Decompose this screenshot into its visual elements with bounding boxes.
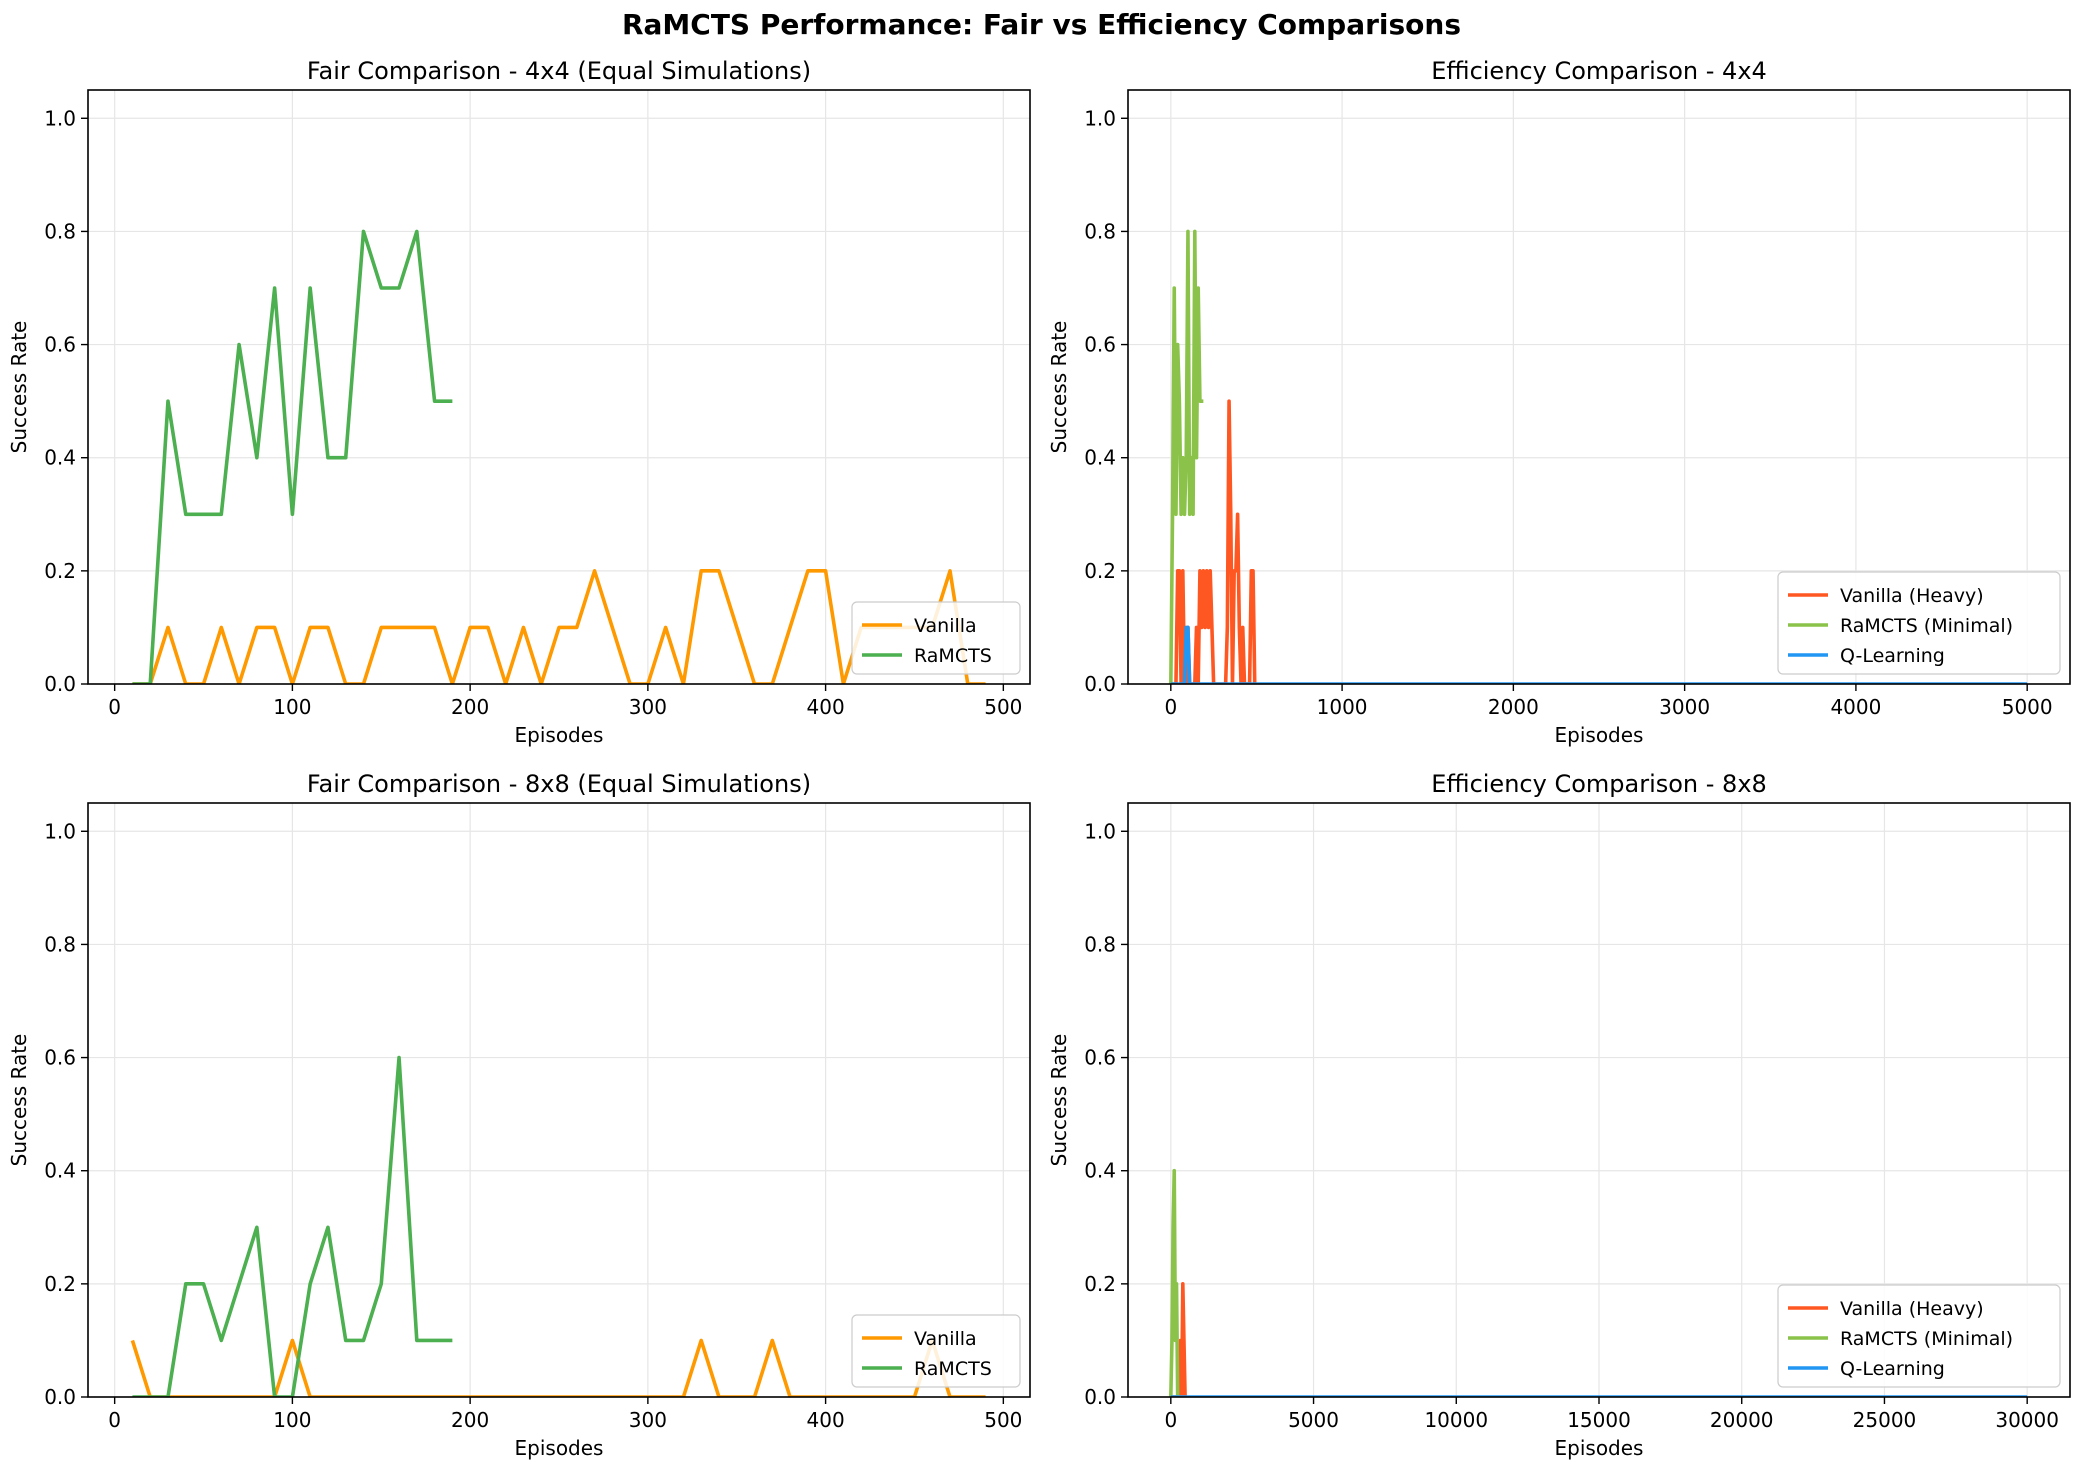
- legend: Vanilla (Heavy) RaMCTS (Minimal) Q-Learnin…: [1777, 1284, 2061, 1388]
- legend-label: Vanilla: [914, 1328, 977, 1350]
- x-tick-label: 500: [984, 1408, 1022, 1432]
- y-tick-label: 0.0: [44, 1385, 76, 1409]
- x-tick-label: 500: [984, 695, 1022, 719]
- y-tick-label: 0.2: [1084, 1272, 1116, 1296]
- x-tick-label: 1000: [1317, 695, 1368, 719]
- legend-label: Q-Learning: [1840, 1358, 1945, 1380]
- legend-label: RaMCTS: [914, 1358, 992, 1380]
- axes-frame: [87, 802, 1031, 1398]
- series-line-2: [1169, 229, 1204, 684]
- legend: Vanilla RaMCTS: [851, 601, 1021, 675]
- legend-label: RaMCTS (Minimal): [1840, 615, 2013, 637]
- series-line-2: [132, 1055, 453, 1397]
- x-tick-label: 300: [629, 695, 667, 719]
- legend-label: RaMCTS (Minimal): [1840, 1328, 2013, 1350]
- y-tick-label: 0.4: [44, 1159, 76, 1183]
- x-tick-label: 300: [629, 1408, 667, 1432]
- x-tick-label: 400: [807, 695, 845, 719]
- x-tick-label: 10000: [1424, 1408, 1488, 1432]
- legend: Vanilla RaMCTS: [851, 1314, 1021, 1388]
- legend-label: Vanilla (Heavy): [1840, 585, 1984, 607]
- y-tick-label: 0.0: [44, 672, 76, 696]
- y-tick-label: 1.0: [1084, 819, 1116, 843]
- x-tick-label: 100: [273, 695, 311, 719]
- y-tick-label: 0.2: [1084, 559, 1116, 583]
- y-tick-label: 1.0: [1084, 106, 1116, 130]
- y-tick-label: 1.0: [44, 819, 76, 843]
- y-tick-label: 0.4: [1084, 1159, 1116, 1183]
- x-tick-label: 30000: [1995, 1408, 2059, 1432]
- y-tick-label: 0.4: [44, 446, 76, 470]
- x-tick-label: 400: [807, 1408, 845, 1432]
- x-tick-label: 15000: [1567, 1408, 1631, 1432]
- x-tick-label: 5000: [1288, 1408, 1339, 1432]
- x-tick-label: 100: [273, 1408, 311, 1432]
- legend-box: [1777, 571, 2061, 675]
- x-tick-label: 5000: [2002, 695, 2053, 719]
- x-axis-label: Episodes: [1555, 1436, 1644, 1460]
- x-tick-label: 200: [451, 695, 489, 719]
- y-tick-label: 0.0: [1084, 1385, 1116, 1409]
- x-tick-label: 0: [1164, 1408, 1177, 1432]
- y-tick-label: 0.4: [1084, 446, 1116, 470]
- y-tick-label: 0.6: [44, 1046, 76, 1070]
- x-axis-label: Episodes: [1555, 723, 1644, 747]
- axes-frame: [1127, 89, 2071, 685]
- y-tick-label: 0.6: [1084, 1046, 1116, 1070]
- series-line-2: [132, 229, 453, 684]
- x-tick-label: 2000: [1488, 695, 1539, 719]
- legend: Vanilla (Heavy) RaMCTS (Minimal) Q-Learnin…: [1777, 571, 2061, 675]
- axes-frame: [87, 89, 1031, 685]
- series-line-1: [132, 569, 986, 684]
- y-axis-label: Success Rate: [7, 1034, 31, 1167]
- x-tick-label: 0: [1164, 695, 1177, 719]
- x-tick-label: 4000: [1830, 695, 1881, 719]
- chart-title: Efficiency Comparison - 8x8: [1431, 770, 1767, 798]
- y-tick-label: 1.0: [44, 106, 76, 130]
- y-tick-label: 0.8: [44, 219, 76, 243]
- x-tick-label: 0: [108, 1408, 121, 1432]
- x-tick-label: 0: [108, 695, 121, 719]
- chart-title: Efficiency Comparison - 4x4: [1431, 57, 1767, 85]
- chart-title: Fair Comparison - 4x4 (Equal Simulations…: [307, 57, 811, 85]
- y-tick-label: 0.8: [1084, 219, 1116, 243]
- y-tick-label: 0.8: [44, 932, 76, 956]
- series-line-1: [1170, 1282, 1187, 1397]
- chart-title: Fair Comparison - 8x8 (Equal Simulations…: [307, 770, 811, 798]
- figure-title: RaMCTS Performance: Fair vs Efficiency C…: [621, 8, 1462, 41]
- y-tick-label: 0.2: [44, 559, 76, 583]
- y-tick-label: 0.6: [1084, 333, 1116, 357]
- x-axis-label: Episodes: [515, 723, 604, 747]
- legend-label: Vanilla (Heavy): [1840, 1298, 1984, 1320]
- x-tick-label: 25000: [1853, 1408, 1917, 1432]
- x-tick-label: 20000: [1710, 1408, 1774, 1432]
- series-line-3: [1170, 625, 2028, 684]
- y-axis-label: Success Rate: [1047, 321, 1071, 454]
- y-tick-label: 0.2: [44, 1272, 76, 1296]
- x-tick-label: 200: [451, 1408, 489, 1432]
- series-line-2: [1169, 1168, 1180, 1397]
- legend-label: Q-Learning: [1840, 645, 1945, 667]
- y-axis-label: Success Rate: [1047, 1034, 1071, 1167]
- legend-box: [1777, 1284, 2061, 1388]
- y-tick-label: 0.8: [1084, 932, 1116, 956]
- y-tick-label: 0.0: [1084, 672, 1116, 696]
- legend-label: Vanilla: [914, 615, 977, 637]
- legend-label: RaMCTS: [914, 645, 992, 667]
- y-axis-label: Success Rate: [7, 321, 31, 454]
- y-tick-label: 0.6: [44, 333, 76, 357]
- x-axis-label: Episodes: [515, 1436, 604, 1460]
- x-tick-label: 3000: [1659, 695, 1710, 719]
